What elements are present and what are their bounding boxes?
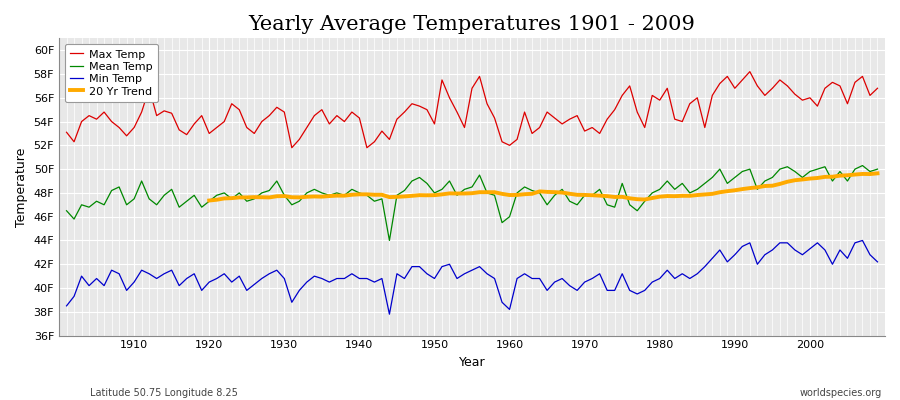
Min Temp [384, 312, 395, 316]
Max Temp [512, 137, 523, 142]
20 Yr Trend [203, 198, 214, 203]
Line: Min Temp: Min Temp [67, 240, 878, 314]
Mean Temp [331, 190, 342, 195]
Mean Temp [122, 202, 132, 207]
Mean Temp [872, 167, 883, 172]
Mean Temp [61, 208, 72, 213]
Line: Mean Temp: Mean Temp [67, 166, 878, 240]
Min Temp [512, 276, 523, 281]
20 Yr Trend [872, 171, 883, 176]
Max Temp [61, 130, 72, 135]
20 Yr Trend [760, 184, 770, 188]
Mean Temp [602, 202, 613, 207]
Min Temp [286, 300, 297, 305]
Max Temp [294, 137, 305, 142]
Min Temp [504, 307, 515, 312]
Min Temp [602, 288, 613, 293]
Mean Temp [504, 214, 515, 219]
Title: Yearly Average Temperatures 1901 - 2009: Yearly Average Temperatures 1901 - 2009 [248, 15, 696, 34]
Mean Temp [857, 163, 868, 168]
Min Temp [61, 304, 72, 308]
Mean Temp [286, 202, 297, 207]
Max Temp [872, 86, 883, 91]
Min Temp [857, 238, 868, 243]
Max Temp [744, 69, 755, 74]
Line: 20 Yr Trend: 20 Yr Trend [209, 173, 878, 200]
Line: Max Temp: Max Temp [67, 72, 878, 148]
20 Yr Trend [670, 194, 680, 198]
Max Temp [339, 119, 350, 124]
20 Yr Trend [775, 182, 786, 186]
Text: Latitude 50.75 Longitude 8.25: Latitude 50.75 Longitude 8.25 [90, 388, 238, 398]
Max Temp [286, 145, 297, 150]
20 Yr Trend [294, 195, 305, 200]
Text: worldspecies.org: worldspecies.org [800, 388, 882, 398]
X-axis label: Year: Year [459, 356, 485, 369]
20 Yr Trend [842, 173, 853, 178]
Y-axis label: Temperature: Temperature [15, 147, 28, 227]
Legend: Max Temp, Mean Temp, Min Temp, 20 Yr Trend: Max Temp, Mean Temp, Min Temp, 20 Yr Tre… [65, 44, 158, 102]
Min Temp [122, 288, 132, 293]
Min Temp [872, 260, 883, 264]
Min Temp [331, 276, 342, 281]
Max Temp [504, 143, 515, 148]
Mean Temp [384, 238, 395, 243]
Max Temp [122, 134, 132, 138]
Mean Temp [512, 190, 523, 195]
Max Temp [602, 117, 613, 122]
20 Yr Trend [407, 194, 418, 198]
